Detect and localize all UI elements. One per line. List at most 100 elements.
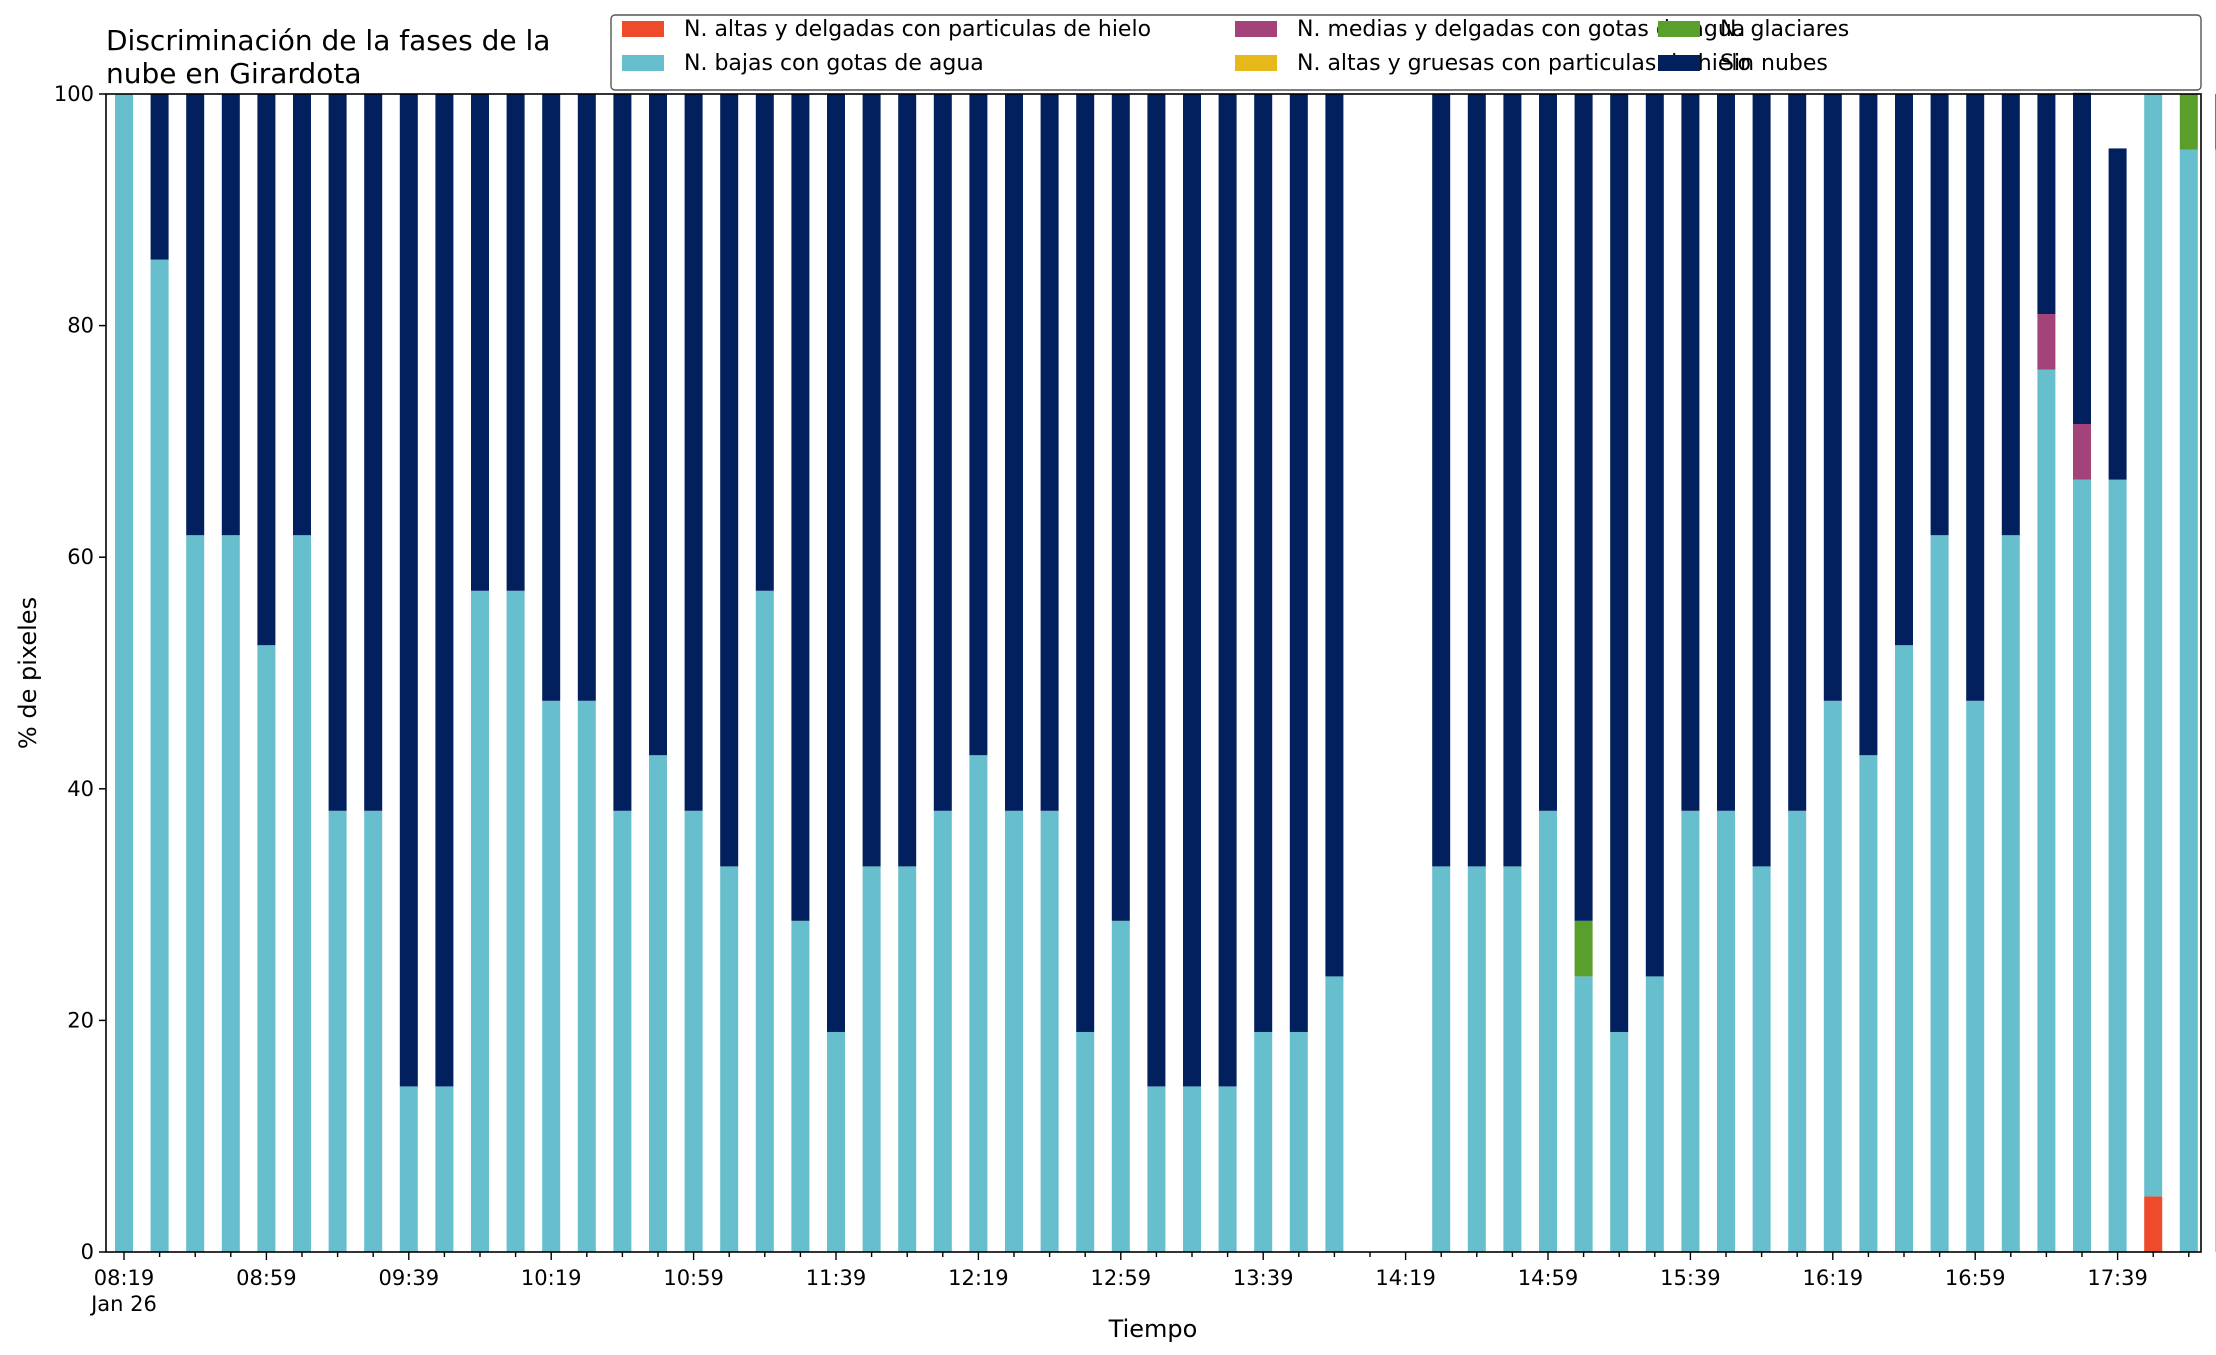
bar-segment-series-5-28 [1111,94,1130,921]
bar-segment-series-2-3 [221,535,240,1252]
bar-segment-series-5-34 [1325,94,1344,977]
bar-segment-series-2-38 [1467,866,1486,1252]
legend-swatch-2 [622,55,664,71]
bar-segment-series-4-54 [2037,314,2056,370]
bar-segment-series-5-18 [755,94,774,591]
bar-segment-series-5-38 [1467,94,1486,867]
bar-segment-series-0-57 [2144,1196,2163,1252]
x-tick-label: 15:39 [1660,1266,1721,1290]
bar-segment-series-2-29 [1147,1086,1166,1252]
bar-segment-series-5-26 [1040,94,1059,811]
bar-segment-series-2-44 [1681,810,1700,1252]
bar-segment-series-2-33 [1289,1031,1308,1252]
bar-segment-series-2-10 [471,590,489,1252]
legend-label-2: N. bajas con gotas de agua [684,51,984,76]
legend-label-5: Sin nubes [1720,51,1828,76]
bar-segment-series-5-1 [150,94,169,260]
bar-segment-series-2-50 [1895,645,1913,1252]
y-tick-label: 40 [67,777,94,801]
bar-segment-series-5-10 [471,94,489,591]
bar-segment-series-5-11 [506,94,525,591]
bar-segment-series-2-57 [2144,94,2163,1197]
legend-swatch-1 [1235,55,1277,71]
bar-segment-series-5-17 [720,94,739,867]
bar-segment-series-2-27 [1076,1031,1095,1252]
bar-segment-series-5-54 [2037,94,2056,315]
y-tick-label: 20 [67,1008,94,1032]
bar-segment-series-5-53 [2001,94,2020,536]
bar-segment-series-2-37 [1432,866,1451,1252]
bar-segment-series-2-0 [115,94,133,1252]
bar-segment-series-2-24 [969,755,988,1252]
bar-segment-series-5-19 [791,94,810,921]
bar-segment-series-3-58 [2179,94,2198,150]
bar-segment-series-5-4 [257,94,276,646]
legend-swatch-4 [1235,21,1277,37]
bar-segment-series-5-16 [684,94,703,811]
bar-segment-series-5-31 [1218,94,1237,1087]
x-axis: 08:19 08:59 09:39 10:19 10:59 11:39 12:19 12:59… [89,1252,2190,1316]
x-tick-label: 14:59 [1518,1266,1579,1290]
bar-segment-series-5-7 [364,94,383,811]
bar-segment-series-5-40 [1539,94,1557,811]
bar-segment-series-5-14 [613,94,632,811]
bar-segment-series-5-41 [1574,94,1593,921]
bar-segment-series-5-25 [1005,94,1023,811]
bar-segment-series-5-8 [399,94,418,1087]
x-tick-label: 16:59 [1945,1266,2006,1290]
bar-segment-series-5-24 [969,94,988,756]
bar-segment-series-5-52 [1966,94,1985,701]
bar-segment-series-2-20 [827,1031,845,1252]
bar-segment-series-2-12 [542,700,561,1252]
bar-segment-series-2-56 [2108,479,2127,1252]
bar-segment-series-2-18 [755,590,774,1252]
legend-swatch-3 [1658,21,1700,37]
bars-layer [115,92,2216,1253]
bar-segment-series-5-49 [1859,94,1878,756]
chart-title-line-1: Discriminación de la fases de la [106,24,550,57]
bar-segment-series-2-9 [435,1086,454,1252]
bar-segment-series-2-1 [150,259,169,1253]
legend-frame [610,14,2202,91]
bar-segment-series-2-46 [1752,866,1771,1252]
bar-segment-series-5-15 [649,94,667,756]
x-tick-label: 09:39 [379,1266,440,1290]
bar-segment-series-2-7 [364,810,383,1252]
bar-segment-series-5-46 [1752,94,1771,867]
x-tick-sublabel: Jan 26 [89,1292,157,1316]
bar-segment-series-2-47 [1788,810,1807,1252]
bar-segment-series-5-47 [1788,94,1807,811]
bar-segment-series-2-40 [1539,810,1557,1252]
bar-segment-series-2-55 [2073,479,2091,1252]
bar-segment-series-2-51 [1930,535,1949,1252]
bar-segment-series-2-11 [506,590,525,1252]
bar-segment-series-2-14 [613,810,632,1252]
bar-segment-series-2-19 [791,920,810,1252]
bar-segment-series-2-53 [2001,535,2020,1252]
bar-segment-series-5-21 [862,94,881,867]
bar-segment-series-2-28 [1111,920,1130,1252]
bar-segment-series-5-5 [293,94,311,536]
x-tick-label: 13:39 [1233,1266,1294,1290]
bar-segment-series-2-39 [1503,866,1522,1252]
y-axis-label: % de pixeles [14,597,42,749]
bar-segment-series-2-42 [1610,1031,1629,1252]
bar-segment-series-5-22 [898,94,917,867]
bar-segment-series-5-9 [435,94,454,1087]
x-tick-label: 08:19 [94,1266,155,1290]
bar-segment-series-5-51 [1930,94,1949,536]
bar-segment-series-2-52 [1966,700,1985,1252]
bar-segment-series-2-2 [186,535,205,1252]
chart-title-line-2: nube en Girardota [106,57,361,90]
bar-segment-series-2-58 [2179,149,2198,1253]
bar-segment-series-2-54 [2037,369,2056,1253]
bar-segment-series-5-48 [1823,94,1842,701]
y-tick-label: 60 [67,545,94,569]
bar-segment-series-3-41 [1574,920,1593,977]
y-tick-label: 100 [54,82,94,106]
bar-segment-series-5-23 [933,94,952,811]
legend-label-3: N. glaciares [1720,17,1849,42]
bar-segment-series-2-41 [1574,976,1593,1252]
bar-segment-series-2-48 [1823,700,1842,1252]
